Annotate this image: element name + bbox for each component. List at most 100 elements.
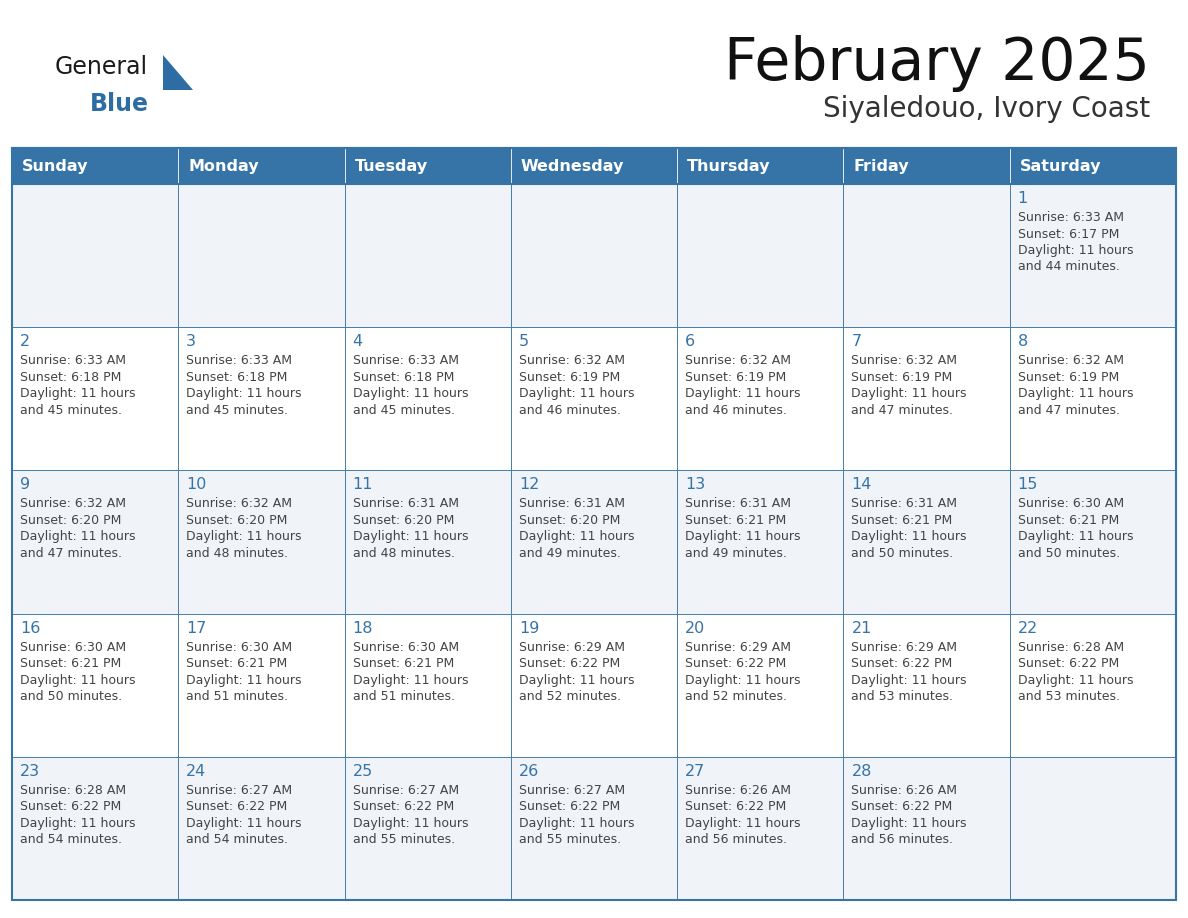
Bar [843, 148, 1010, 184]
Text: and 46 minutes.: and 46 minutes. [685, 404, 786, 417]
Bar [1010, 613, 1176, 756]
Bar [677, 470, 843, 613]
Text: Sunrise: 6:32 AM: Sunrise: 6:32 AM [519, 354, 625, 367]
Text: Sunset: 6:22 PM: Sunset: 6:22 PM [685, 657, 786, 670]
Text: Sunset: 6:22 PM: Sunset: 6:22 PM [685, 800, 786, 813]
Text: 2: 2 [20, 334, 30, 349]
Text: and 51 minutes.: and 51 minutes. [187, 690, 289, 703]
Bar [511, 613, 677, 756]
Text: and 50 minutes.: and 50 minutes. [1018, 547, 1120, 560]
Text: 27: 27 [685, 764, 706, 778]
Text: and 44 minutes.: and 44 minutes. [1018, 261, 1119, 274]
Bar [178, 470, 345, 613]
Text: Daylight: 11 hours: Daylight: 11 hours [187, 817, 302, 830]
Text: Daylight: 11 hours: Daylight: 11 hours [1018, 244, 1133, 257]
Text: and 52 minutes.: and 52 minutes. [519, 690, 621, 703]
Text: 6: 6 [685, 334, 695, 349]
Text: Sunset: 6:19 PM: Sunset: 6:19 PM [685, 371, 786, 384]
Text: Sunset: 6:19 PM: Sunset: 6:19 PM [1018, 371, 1119, 384]
Bar [345, 184, 511, 327]
Text: Sunset: 6:20 PM: Sunset: 6:20 PM [20, 514, 121, 527]
Text: 7: 7 [852, 334, 861, 349]
Text: Sunrise: 6:33 AM: Sunrise: 6:33 AM [187, 354, 292, 367]
Bar [345, 148, 511, 184]
Text: Sunrise: 6:32 AM: Sunrise: 6:32 AM [852, 354, 958, 367]
Text: Daylight: 11 hours: Daylight: 11 hours [1018, 387, 1133, 400]
Bar [178, 184, 345, 327]
Text: and 45 minutes.: and 45 minutes. [353, 404, 455, 417]
Text: 18: 18 [353, 621, 373, 635]
Bar [178, 148, 345, 184]
Text: Sunset: 6:18 PM: Sunset: 6:18 PM [187, 371, 287, 384]
Text: and 52 minutes.: and 52 minutes. [685, 690, 788, 703]
Text: 17: 17 [187, 621, 207, 635]
Text: 11: 11 [353, 477, 373, 492]
Bar [677, 184, 843, 327]
Text: Sunrise: 6:31 AM: Sunrise: 6:31 AM [852, 498, 958, 510]
Text: Sunset: 6:22 PM: Sunset: 6:22 PM [20, 800, 121, 813]
Text: Daylight: 11 hours: Daylight: 11 hours [519, 531, 634, 543]
Text: Sunset: 6:20 PM: Sunset: 6:20 PM [353, 514, 454, 527]
Text: Daylight: 11 hours: Daylight: 11 hours [519, 674, 634, 687]
Text: and 54 minutes.: and 54 minutes. [187, 834, 289, 846]
Text: Sunset: 6:19 PM: Sunset: 6:19 PM [519, 371, 620, 384]
Text: and 51 minutes.: and 51 minutes. [353, 690, 455, 703]
Text: Sunrise: 6:29 AM: Sunrise: 6:29 AM [519, 641, 625, 654]
Text: and 48 minutes.: and 48 minutes. [353, 547, 455, 560]
Text: Daylight: 11 hours: Daylight: 11 hours [519, 387, 634, 400]
Bar [511, 148, 677, 184]
Bar [511, 756, 677, 900]
Text: Sunrise: 6:30 AM: Sunrise: 6:30 AM [1018, 498, 1124, 510]
Text: Sunrise: 6:32 AM: Sunrise: 6:32 AM [20, 498, 126, 510]
Text: Daylight: 11 hours: Daylight: 11 hours [187, 674, 302, 687]
Text: 10: 10 [187, 477, 207, 492]
Text: 8: 8 [1018, 334, 1028, 349]
Text: Sunrise: 6:27 AM: Sunrise: 6:27 AM [519, 784, 625, 797]
Text: Sunset: 6:20 PM: Sunset: 6:20 PM [519, 514, 620, 527]
Bar [12, 148, 1176, 900]
Text: Daylight: 11 hours: Daylight: 11 hours [852, 817, 967, 830]
Text: 15: 15 [1018, 477, 1038, 492]
Bar [1010, 470, 1176, 613]
Text: Siyaledouo, Ivory Coast: Siyaledouo, Ivory Coast [823, 95, 1150, 123]
Text: Sunrise: 6:33 AM: Sunrise: 6:33 AM [1018, 211, 1124, 224]
Text: Sunrise: 6:31 AM: Sunrise: 6:31 AM [685, 498, 791, 510]
Text: Daylight: 11 hours: Daylight: 11 hours [519, 817, 634, 830]
Polygon shape [163, 55, 192, 90]
Text: Blue: Blue [90, 92, 148, 116]
Text: Sunrise: 6:30 AM: Sunrise: 6:30 AM [187, 641, 292, 654]
Bar [178, 613, 345, 756]
Text: Sunset: 6:21 PM: Sunset: 6:21 PM [852, 514, 953, 527]
Text: Sunrise: 6:30 AM: Sunrise: 6:30 AM [20, 641, 126, 654]
Bar [843, 184, 1010, 327]
Bar [345, 327, 511, 470]
Text: 23: 23 [20, 764, 40, 778]
Text: Daylight: 11 hours: Daylight: 11 hours [20, 387, 135, 400]
Text: Sunrise: 6:27 AM: Sunrise: 6:27 AM [187, 784, 292, 797]
Bar [677, 756, 843, 900]
Text: 1: 1 [1018, 191, 1028, 206]
Text: Sunset: 6:18 PM: Sunset: 6:18 PM [20, 371, 121, 384]
Text: Daylight: 11 hours: Daylight: 11 hours [852, 674, 967, 687]
Text: and 47 minutes.: and 47 minutes. [852, 404, 954, 417]
Text: Sunset: 6:22 PM: Sunset: 6:22 PM [353, 800, 454, 813]
Bar [345, 756, 511, 900]
Text: Tuesday: Tuesday [354, 159, 428, 174]
Text: and 47 minutes.: and 47 minutes. [20, 547, 122, 560]
Text: Sunset: 6:22 PM: Sunset: 6:22 PM [187, 800, 287, 813]
Text: Saturday: Saturday [1019, 159, 1101, 174]
Text: 14: 14 [852, 477, 872, 492]
Bar [677, 327, 843, 470]
Text: Daylight: 11 hours: Daylight: 11 hours [685, 817, 801, 830]
Text: Sunset: 6:21 PM: Sunset: 6:21 PM [685, 514, 786, 527]
Text: Sunrise: 6:30 AM: Sunrise: 6:30 AM [353, 641, 459, 654]
Text: Sunset: 6:18 PM: Sunset: 6:18 PM [353, 371, 454, 384]
Text: Friday: Friday [853, 159, 909, 174]
Bar [843, 470, 1010, 613]
Text: and 55 minutes.: and 55 minutes. [353, 834, 455, 846]
Bar [345, 613, 511, 756]
Bar [511, 184, 677, 327]
Bar [178, 756, 345, 900]
Text: and 47 minutes.: and 47 minutes. [1018, 404, 1120, 417]
Text: Daylight: 11 hours: Daylight: 11 hours [1018, 531, 1133, 543]
